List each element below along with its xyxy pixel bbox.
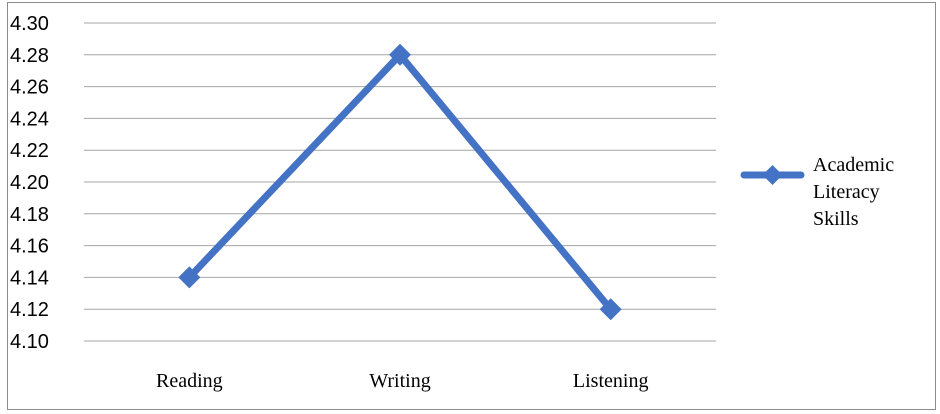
data-point-marker [599, 298, 622, 321]
legend-marker-icon [762, 165, 783, 185]
y-tick-label: 4.12 [10, 299, 49, 321]
chart-frame: 4.30 4.28 4.26 4.24 4.22 4.20 4.18 4.16 4.14 4.12… [7, 2, 936, 410]
y-tick-label: 4.16 [10, 236, 49, 258]
line-chart: 4.30 4.28 4.26 4.24 4.22 4.20 4.18 4.16 4.14 4.12… [10, 13, 894, 392]
x-tick-label: Listening [573, 370, 649, 392]
y-tick-label: 4.18 [10, 204, 49, 226]
y-tick-label: 4.26 [10, 77, 49, 99]
y-axis-tick-labels: 4.30 4.28 4.26 4.24 4.22 4.20 4.18 4.16 4.14 4.12… [10, 13, 49, 353]
legend-label: Literacy [813, 181, 880, 203]
y-tick-label: 4.22 [10, 140, 49, 162]
gridlines [84, 22, 716, 342]
legend-label: Academic [813, 154, 894, 176]
y-tick-label: 4.14 [10, 267, 49, 289]
x-axis-tick-labels: Reading Writing Listening [156, 370, 648, 392]
series-layer [178, 43, 622, 321]
legend: Academic Literacy Skills [740, 154, 894, 230]
x-tick-label: Writing [369, 370, 430, 392]
y-tick-label: 4.20 [10, 172, 49, 194]
y-tick-label: 4.10 [10, 331, 49, 353]
y-tick-label: 4.24 [10, 108, 49, 130]
data-point-marker [389, 43, 411, 66]
data-point-marker [178, 266, 201, 289]
y-tick-label: 4.30 [10, 13, 49, 35]
x-tick-label: Reading [156, 370, 223, 392]
y-tick-label: 4.28 [10, 45, 49, 67]
legend-label: Skills [813, 208, 859, 230]
